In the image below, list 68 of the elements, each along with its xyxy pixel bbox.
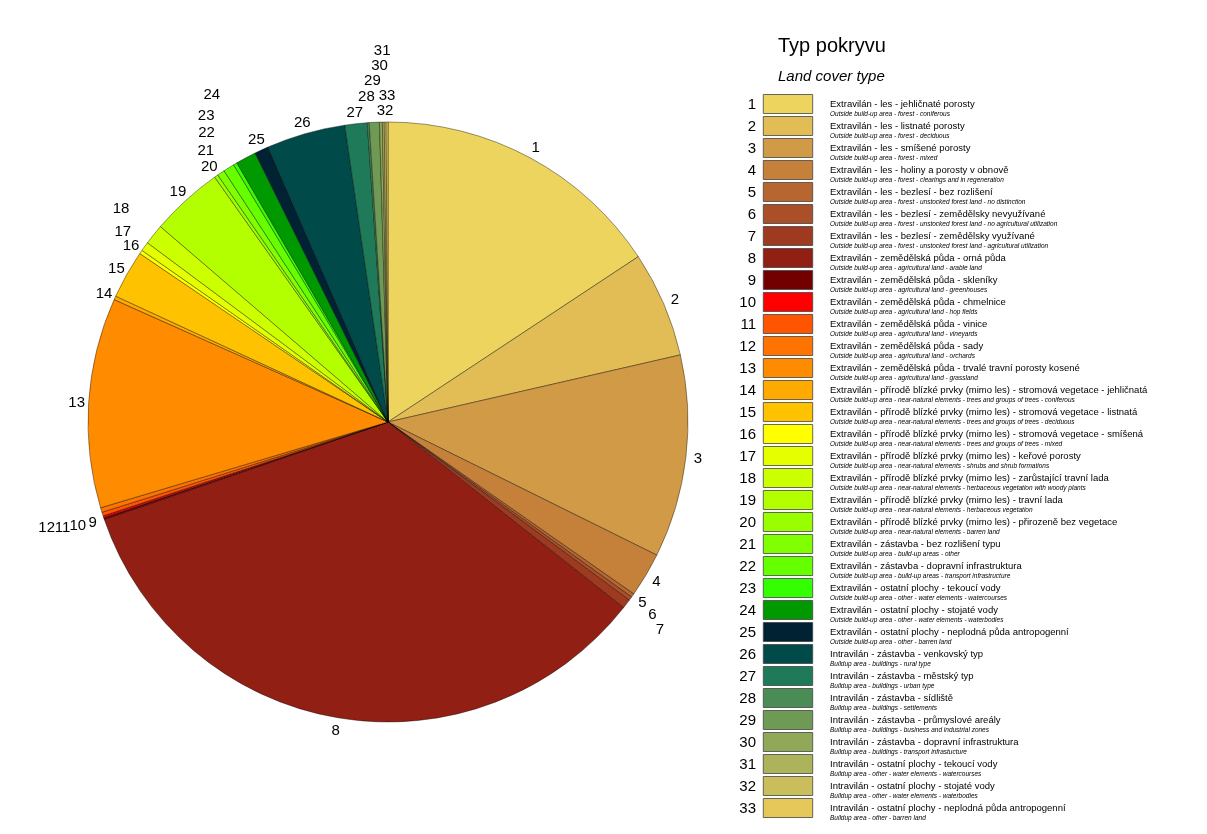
legend-label: 24	[739, 601, 756, 618]
legend-label: 30	[739, 733, 756, 750]
slice-label: 29	[364, 71, 381, 89]
slice-label: 13	[68, 392, 86, 410]
slice-label: 2	[670, 290, 679, 308]
legend-label: 18	[739, 469, 756, 486]
slice-label: 8	[331, 720, 340, 738]
legend-label: 8	[747, 249, 756, 266]
slice-label: 14	[95, 283, 113, 301]
slice-label: 33	[378, 86, 396, 103]
legend-label: 22	[739, 557, 756, 574]
slice-label: 18	[112, 199, 130, 217]
text: Land cover type	[778, 67, 885, 84]
legend-label: 25	[739, 623, 756, 640]
legend-label: 5	[747, 183, 756, 200]
slice-label: 3	[693, 449, 703, 467]
legend-label: 20	[739, 513, 756, 530]
slice-label: 27	[346, 102, 364, 120]
slice-label: 17	[114, 221, 132, 239]
category-label: 24	[203, 85, 221, 103]
legend-label: 2	[747, 117, 756, 134]
slice-label: 12	[38, 517, 56, 535]
slice-label: 10	[69, 516, 87, 534]
slice-label: 19	[169, 182, 187, 200]
legend-label: 31	[739, 755, 756, 772]
slice-label: 4	[652, 572, 661, 590]
legend-label: 10	[739, 293, 756, 310]
category-label: 31	[373, 41, 391, 59]
slice-label: 15	[108, 259, 125, 277]
legend-label: 23	[739, 579, 756, 596]
legend-label: 15	[739, 403, 756, 420]
slice-label: 20	[200, 157, 218, 175]
slice-label: 11	[54, 517, 71, 535]
legend-label: 17	[739, 447, 756, 464]
legend-label: 28	[739, 689, 756, 706]
legend-label: 13	[739, 359, 756, 376]
legend-label: 27	[739, 667, 756, 684]
slice-label: 5	[638, 593, 647, 611]
slice-label: 7	[655, 620, 665, 638]
slice-label: 22	[198, 123, 215, 141]
slice-label: 9	[88, 513, 97, 531]
slice-label: 6	[648, 605, 657, 623]
legend-title: Typ pokryvu	[778, 34, 886, 56]
legend-label: 1	[747, 95, 756, 112]
slice-label: 1	[531, 138, 540, 156]
slice-label: 26	[293, 112, 311, 130]
legend-label: 7	[747, 227, 756, 244]
legend-label: 33	[739, 799, 756, 816]
legend-label: 21	[739, 535, 756, 552]
legend-label: 4	[747, 161, 756, 178]
legend-label: 11	[740, 315, 756, 332]
slice-label: 23	[197, 105, 215, 123]
slice-label: 32	[376, 101, 394, 119]
legend-label: 19	[739, 491, 756, 508]
legend-label: 32	[739, 777, 756, 794]
legend-label: 12	[739, 337, 756, 354]
slice-label: 30	[371, 56, 388, 74]
slice-label: 28	[358, 86, 375, 104]
slice-label: 21	[197, 141, 215, 159]
slice-label: 16	[122, 236, 140, 254]
legend-label: 29	[739, 711, 756, 728]
legend-label: 3	[747, 139, 756, 156]
legend-label: 26	[739, 645, 756, 662]
legend-label: 6	[747, 205, 756, 222]
legend-label: 16	[739, 425, 756, 442]
legend-label: 9	[747, 271, 756, 288]
legend-label: 14	[739, 381, 756, 398]
slice-label: 25	[248, 130, 265, 148]
